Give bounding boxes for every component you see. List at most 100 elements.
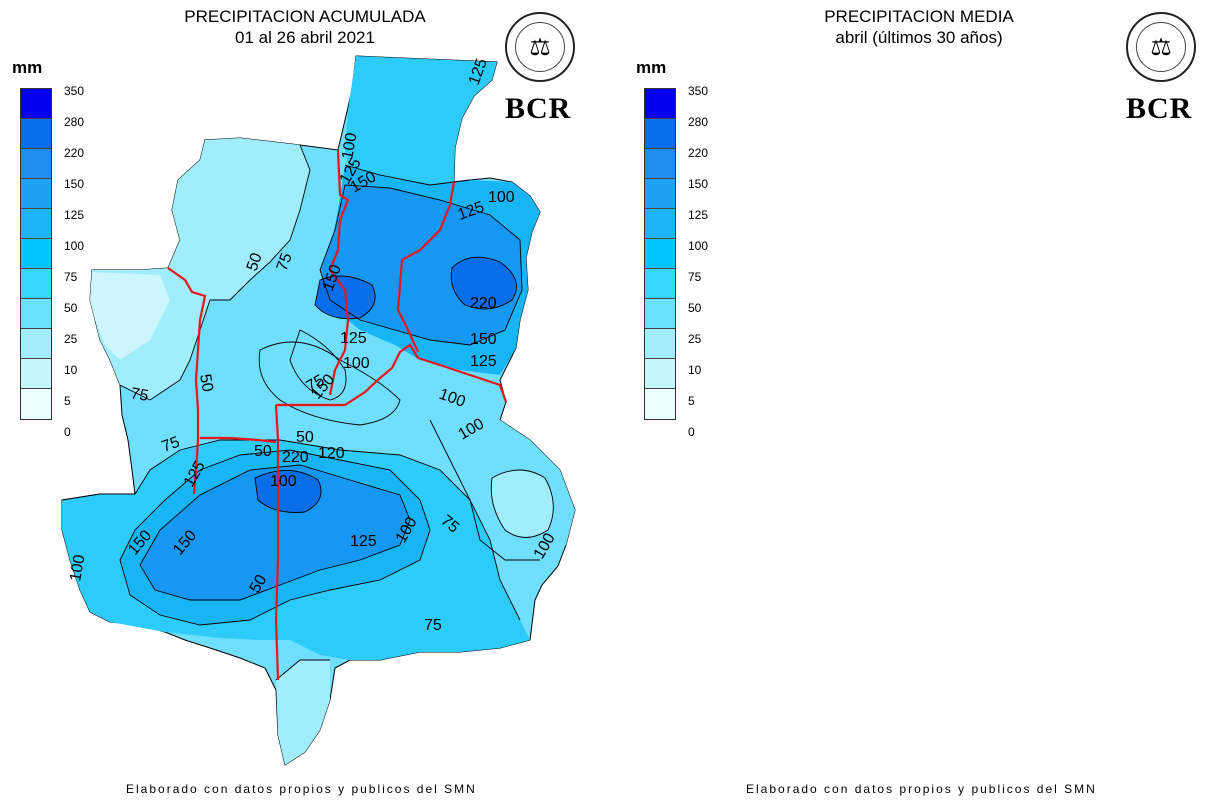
legend-swatch xyxy=(21,179,51,209)
legend-tick: 0 xyxy=(64,425,71,439)
contour-label: 100 xyxy=(270,473,297,490)
contour-label: 50 xyxy=(254,443,272,460)
legend-swatch xyxy=(21,119,51,149)
legend-tick: 50 xyxy=(688,301,702,315)
legend-tick: 10 xyxy=(688,363,702,377)
contour-label: 125 xyxy=(340,330,367,347)
contour-label: 100 xyxy=(488,189,515,206)
legend-tick: 50 xyxy=(64,301,78,315)
contour-label: 100 xyxy=(67,553,88,582)
right-precipitation-map: 150 125 100 150 125 50 75 100 100 75 50 … xyxy=(606,0,1212,805)
contour-label: 220 xyxy=(470,295,497,312)
legend-unit: mm xyxy=(636,58,667,77)
legend-swatch xyxy=(645,179,675,209)
legend-tick: 220 xyxy=(64,146,85,160)
scales-icon: ⚖ xyxy=(1150,33,1172,61)
seal-ring xyxy=(515,22,565,72)
map-outline xyxy=(61,55,576,766)
right-title-line2: abril (últimos 30 años) xyxy=(835,28,1003,47)
left-map-panel: PRECIPITACION ACUMULADA 01 al 26 abril 2… xyxy=(12,6,576,796)
legend-tick: 75 xyxy=(64,270,78,284)
legend-swatch xyxy=(21,359,51,389)
legend-swatch xyxy=(645,389,675,419)
legend-swatch xyxy=(21,299,51,329)
contour-label: 50 xyxy=(196,373,216,394)
seal-ring xyxy=(1136,22,1186,72)
zone-lightest-west xyxy=(90,272,170,360)
legend-swatch xyxy=(21,269,51,299)
legend-swatch xyxy=(645,269,675,299)
legend-swatch xyxy=(645,149,675,179)
legend-tick: 25 xyxy=(64,332,78,346)
zone-south-150 xyxy=(140,465,410,600)
legend-swatch xyxy=(645,299,675,329)
scales-icon: ⚖ xyxy=(529,33,551,61)
legend-tick: 25 xyxy=(688,332,702,346)
legend-tick: 100 xyxy=(688,239,709,253)
legend-tick: 5 xyxy=(64,394,71,408)
contour-label: 50 xyxy=(247,572,271,596)
legend-tick: 100 xyxy=(64,239,85,253)
contour-label: 75 xyxy=(160,434,183,456)
contour-label: 50 xyxy=(296,429,314,446)
left-precipitation-map: 125 100 125 150 100 125 50 75 150 220 12… xyxy=(61,55,576,766)
legend-tick: 125 xyxy=(688,208,709,222)
contour-label: 120 xyxy=(318,445,345,462)
right-footer-credit: Elaborado con datos propios y publicos d… xyxy=(746,782,1097,796)
zone-southtip-50 xyxy=(276,660,330,765)
legend-swatch xyxy=(645,239,675,269)
legend-tick: 0 xyxy=(688,425,695,439)
left-title-line1: PRECIPITACION ACUMULADA xyxy=(184,7,426,26)
legend-swatch xyxy=(645,209,675,239)
legend-swatch xyxy=(21,329,51,359)
legend-swatch xyxy=(21,209,51,239)
legend-swatch xyxy=(645,359,675,389)
legend-colorbar xyxy=(644,88,676,420)
contour-label: 220 xyxy=(282,449,309,466)
zone-north-100 xyxy=(345,56,497,195)
zone-northeast-220 xyxy=(451,257,517,309)
right-title-line1: PRECIPITACION MEDIA xyxy=(824,7,1014,26)
legend-tick: 350 xyxy=(688,84,709,98)
contour-lines xyxy=(61,144,554,681)
bcr-seal-logo: ⚖ xyxy=(1126,12,1196,82)
legend-tick: 150 xyxy=(688,177,709,191)
contour-label: 75 xyxy=(274,251,296,274)
left-title: PRECIPITACION ACUMULADA 01 al 26 abril 2… xyxy=(120,6,490,48)
legend-tick: 5 xyxy=(688,394,695,408)
contour-label: 75 xyxy=(424,617,442,634)
legend-swatch xyxy=(21,149,51,179)
contour-label: 125 xyxy=(470,353,497,370)
legend-colorbar xyxy=(20,88,52,420)
legend-swatch xyxy=(645,119,675,149)
contour-label: 150 xyxy=(470,331,497,348)
legend-swatch xyxy=(645,329,675,359)
contour-label: 100 xyxy=(343,355,370,372)
legend-unit: mm xyxy=(12,58,43,77)
left-title-line2: 01 al 26 abril 2021 xyxy=(235,28,375,47)
contour-label: 100 xyxy=(339,131,360,160)
legend-tick: 10 xyxy=(64,363,78,377)
legend-swatch xyxy=(21,239,51,269)
zone-south-220 xyxy=(255,470,322,513)
bcr-seal-logo: ⚖ xyxy=(505,12,575,82)
left-footer-credit: Elaborado con datos propios y publicos d… xyxy=(126,782,477,796)
legend-swatch xyxy=(21,389,51,419)
contour-label: 125 xyxy=(350,533,377,550)
contour-label: 75 xyxy=(304,372,328,396)
province-borders xyxy=(167,149,508,681)
legend-tick: 125 xyxy=(64,208,85,222)
zone-east-50 xyxy=(491,470,554,538)
right-title: PRECIPITACION MEDIA abril (últimos 30 añ… xyxy=(734,6,1104,48)
legend-swatch xyxy=(645,89,675,119)
legend-tick: 220 xyxy=(688,146,709,160)
legend-swatch xyxy=(21,89,51,119)
brand-logo-text: BCR xyxy=(1126,92,1193,125)
brand-logo-text: BCR xyxy=(505,92,572,125)
contour-label: 75 xyxy=(129,385,150,405)
legend-tick: 280 xyxy=(688,115,709,129)
contour-label: 50 xyxy=(244,251,266,274)
right-map-panel: PRECIPITACION MEDIA abril (últimos 30 añ… xyxy=(606,0,1212,805)
legend-tick: 75 xyxy=(688,270,702,284)
legend-tick: 280 xyxy=(64,115,85,129)
